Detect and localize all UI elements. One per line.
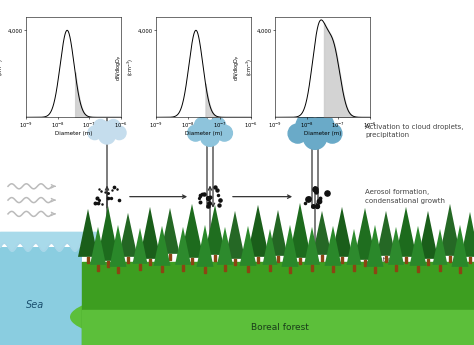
Polygon shape xyxy=(376,211,395,256)
Circle shape xyxy=(201,127,219,146)
Circle shape xyxy=(199,120,221,142)
Polygon shape xyxy=(225,211,245,259)
X-axis label: Diameter (m): Diameter (m) xyxy=(55,131,92,136)
Polygon shape xyxy=(346,229,362,265)
Polygon shape xyxy=(0,247,82,345)
Circle shape xyxy=(194,118,210,134)
Circle shape xyxy=(107,119,120,133)
Ellipse shape xyxy=(70,282,474,345)
Polygon shape xyxy=(181,204,203,258)
Polygon shape xyxy=(410,226,427,266)
Circle shape xyxy=(210,118,226,134)
Polygon shape xyxy=(139,207,161,259)
Polygon shape xyxy=(452,225,468,267)
Circle shape xyxy=(302,118,328,144)
Polygon shape xyxy=(154,226,171,266)
Text: VOC, H$_2$O: VOC, H$_2$O xyxy=(89,248,125,258)
Polygon shape xyxy=(289,203,311,258)
Polygon shape xyxy=(239,226,256,266)
Polygon shape xyxy=(90,227,106,265)
Polygon shape xyxy=(247,205,269,257)
Polygon shape xyxy=(282,225,299,267)
Text: VOC, H$_2$O: VOC, H$_2$O xyxy=(297,248,333,258)
Y-axis label: dN/dlogD$_p$
(cm$^{-3}$): dN/dlogD$_p$ (cm$^{-3}$) xyxy=(0,54,6,81)
Text: Activation to cloud droplets,
precipitation: Activation to cloud droplets, precipitat… xyxy=(365,124,464,138)
Text: Atmospheric chemistry,
oxidation: Atmospheric chemistry, oxidation xyxy=(365,249,448,263)
Polygon shape xyxy=(325,226,341,266)
Polygon shape xyxy=(418,211,438,259)
Circle shape xyxy=(188,125,204,141)
Polygon shape xyxy=(97,206,119,261)
Polygon shape xyxy=(395,207,417,257)
Circle shape xyxy=(94,119,107,133)
Circle shape xyxy=(99,128,115,144)
Polygon shape xyxy=(161,208,180,254)
Y-axis label: dN/dlogD$_p$
(cm$^{-3}$): dN/dlogD$_p$ (cm$^{-3}$) xyxy=(233,54,255,81)
Polygon shape xyxy=(312,211,331,255)
Text: Sea: Sea xyxy=(26,300,44,310)
Polygon shape xyxy=(432,229,447,265)
Circle shape xyxy=(217,125,232,141)
Polygon shape xyxy=(263,229,277,265)
Polygon shape xyxy=(439,204,461,256)
Polygon shape xyxy=(461,212,474,257)
Polygon shape xyxy=(109,225,127,267)
Polygon shape xyxy=(304,227,320,265)
Polygon shape xyxy=(366,225,383,267)
Polygon shape xyxy=(354,208,376,260)
Polygon shape xyxy=(197,225,213,267)
Polygon shape xyxy=(268,210,288,256)
Polygon shape xyxy=(118,213,137,257)
Polygon shape xyxy=(133,228,147,264)
X-axis label: Diameter (m): Diameter (m) xyxy=(185,131,222,136)
Y-axis label: dN/dlogD$_p$
(cm$^{-3}$): dN/dlogD$_p$ (cm$^{-3}$) xyxy=(115,54,137,81)
Polygon shape xyxy=(331,207,353,257)
Text: VOC, H$_2$O: VOC, H$_2$O xyxy=(192,248,228,258)
Circle shape xyxy=(296,115,316,134)
Circle shape xyxy=(98,122,116,140)
Polygon shape xyxy=(388,227,404,265)
Polygon shape xyxy=(78,209,98,257)
Polygon shape xyxy=(204,205,226,255)
Circle shape xyxy=(315,115,334,134)
Circle shape xyxy=(303,126,327,149)
Circle shape xyxy=(112,126,126,140)
Text: Aerosol formation,
condensational growth: Aerosol formation, condensational growth xyxy=(365,189,445,204)
Circle shape xyxy=(288,124,307,143)
Circle shape xyxy=(323,124,342,143)
Circle shape xyxy=(88,126,101,140)
X-axis label: Diameter (m): Diameter (m) xyxy=(304,131,341,136)
Polygon shape xyxy=(175,227,191,265)
Text: Boreal forest: Boreal forest xyxy=(251,323,309,332)
Polygon shape xyxy=(217,227,233,265)
